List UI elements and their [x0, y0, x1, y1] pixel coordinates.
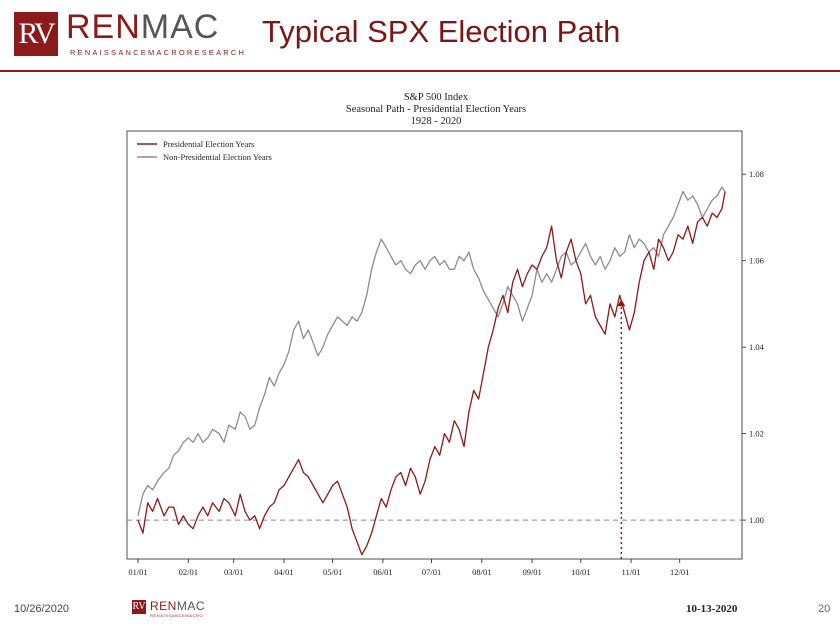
x-tick-label: 01/01 [128, 567, 147, 577]
slide-title: Typical SPX Election Path [262, 14, 621, 49]
footer-date: 10/26/2020 [14, 603, 70, 615]
footer-brand-subtitle: RENAISSANCEMACRO [150, 613, 204, 618]
footer-brand: RENMAC [150, 599, 205, 613]
x-tick-label: 10/01 [571, 567, 590, 577]
chart-title: S&P 500 Index [404, 92, 469, 103]
y-tick-label: 1.02 [749, 429, 764, 439]
x-tick-label: 11/01 [622, 567, 641, 577]
chart-legend: Presidential Election Years Non-Presiden… [137, 139, 272, 162]
legend-label-non-presidential: Non-Presidential Election Years [163, 152, 272, 162]
page-number: 20 [818, 603, 831, 615]
y-tick-label: 1.04 [749, 342, 765, 352]
x-tick-label: 12/01 [670, 567, 689, 577]
series-line-non-presidential [137, 186, 726, 516]
x-tick-label: 03/01 [224, 567, 243, 577]
slide-header: RV RENMAC RENAISSANCEMACRORESEARCH Typic… [0, 0, 840, 72]
footer-logo-icon: RV [132, 600, 146, 614]
x-tick-label: 07/01 [422, 567, 441, 577]
plot-area [126, 130, 743, 560]
brand-mac: MAC [140, 8, 220, 46]
renmac-logo-icon: RV [14, 12, 58, 56]
x-tick-label: 02/01 [179, 567, 198, 577]
x-tick-label: 05/01 [323, 567, 342, 577]
x-tick-label: 08/01 [472, 567, 491, 577]
y-tick-label: 1.08 [749, 169, 764, 179]
chart-subtitle: Seasonal Path - Presidential Election Ye… [346, 104, 526, 115]
marker-arrow-icon [617, 299, 626, 307]
footer-brand-mac: MAC [176, 599, 206, 613]
brand-subtitle: RENAISSANCEMACRORESEARCH [70, 48, 247, 57]
x-tick-label: 09/01 [522, 567, 541, 577]
footer-brand-ren: REN [150, 599, 177, 613]
x-tick-label: 04/01 [274, 567, 293, 577]
header-divider [0, 70, 840, 72]
footer-document-date: 10-13-2020 [686, 603, 738, 615]
y-tick-label: 1.06 [749, 256, 764, 266]
chart-subtitle-years: 1928 - 2020 [411, 116, 462, 127]
legend-label-presidential: Presidential Election Years [163, 139, 254, 149]
y-tick-label: 1.00 [749, 515, 764, 525]
x-tick-label: 06/01 [373, 567, 392, 577]
series-line-presidential [137, 191, 726, 556]
brand-ren: REN [66, 8, 141, 46]
spx-election-chart: S&P 500 Index Seasonal Path - Presidenti… [126, 92, 765, 577]
brand-wordmark: RENMAC [66, 8, 219, 47]
